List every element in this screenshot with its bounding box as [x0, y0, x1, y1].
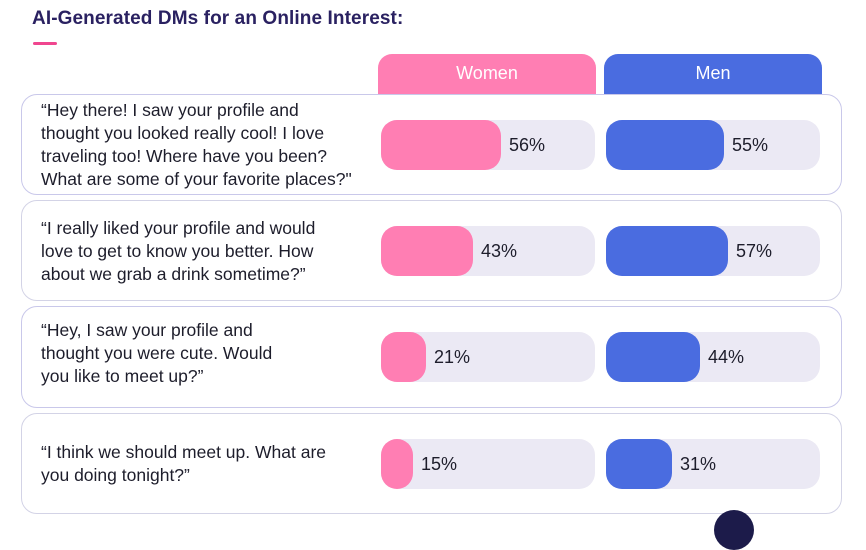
- dm-message-line: thought you looked really cool! I love: [41, 123, 325, 143]
- dm-message-line: What are some of your favorite places?": [41, 169, 352, 189]
- men-bar-track: 57%: [606, 226, 820, 276]
- dm-message-text: “Hey there! I saw your profile and though…: [41, 99, 352, 191]
- men-bar-track: 44%: [606, 332, 820, 382]
- men-value-label: 44%: [708, 347, 745, 367]
- dm-message-line: “Hey, I saw your profile and: [41, 320, 253, 340]
- dm-message-text: “Hey, I saw your profile and thought you …: [41, 319, 272, 388]
- women-bar: [381, 332, 426, 382]
- dm-message-line: you doing tonight?”: [41, 465, 190, 485]
- chart-title: AI-Generated DMs for an Online Interest:: [32, 8, 404, 29]
- dm-message-line: traveling too! Where have you been?: [41, 146, 328, 166]
- dm-message-line: you like to meet up?”: [41, 366, 204, 386]
- women-bar: [381, 439, 413, 489]
- women-bar-track: 56%: [381, 120, 595, 170]
- women-bar-track: 43%: [381, 226, 595, 276]
- dm-message-line: “I really liked your profile and would: [41, 218, 316, 238]
- dm-row-3: “Hey, I saw your profile and thought you …: [21, 306, 842, 408]
- women-header-label: Women: [456, 63, 518, 83]
- decorative-circle: [714, 510, 754, 550]
- men-header-label: Men: [695, 63, 731, 83]
- title-underline: [33, 42, 57, 45]
- men-value-label: 31%: [680, 454, 717, 474]
- men-value-label: 55%: [732, 135, 769, 155]
- women-value-label: 21%: [434, 347, 471, 367]
- women-bar-track: 15%: [381, 439, 595, 489]
- women-bar-track: 21%: [381, 332, 595, 382]
- men-bar: [606, 332, 700, 382]
- dm-row-2: “I really liked your profile and would lo…: [21, 200, 842, 301]
- dm-message-line: “I think we should meet up. What are: [41, 442, 326, 462]
- dm-message-line: about we grab a drink sometime?”: [41, 264, 306, 284]
- men-bar: [606, 120, 724, 170]
- women-value-label: 15%: [421, 454, 458, 474]
- women-value-label: 43%: [481, 241, 518, 261]
- men-bar: [606, 439, 672, 489]
- dm-message-line: love to get to know you better. How: [41, 241, 314, 261]
- men-bar: [606, 226, 728, 276]
- men-value-label: 57%: [736, 241, 773, 261]
- women-bar: [381, 226, 473, 276]
- men-bar-track: 31%: [606, 439, 820, 489]
- men-bar-track: 55%: [606, 120, 820, 170]
- women-bar: [381, 120, 501, 170]
- dm-message-text: “I really liked your profile and would lo…: [41, 217, 315, 286]
- dm-message-text: “I think we should meet up. What are you …: [41, 441, 326, 487]
- dm-row-4: “I think we should meet up. What are you …: [21, 413, 842, 514]
- dm-message-line: thought you were cute. Would: [41, 343, 273, 363]
- men-column-header: Men: [604, 54, 822, 96]
- women-column-header: Women: [378, 54, 596, 96]
- dm-message-line: “Hey there! I saw your profile and: [41, 100, 299, 120]
- women-value-label: 56%: [509, 135, 546, 155]
- dm-row-1: “Hey there! I saw your profile and though…: [21, 94, 842, 195]
